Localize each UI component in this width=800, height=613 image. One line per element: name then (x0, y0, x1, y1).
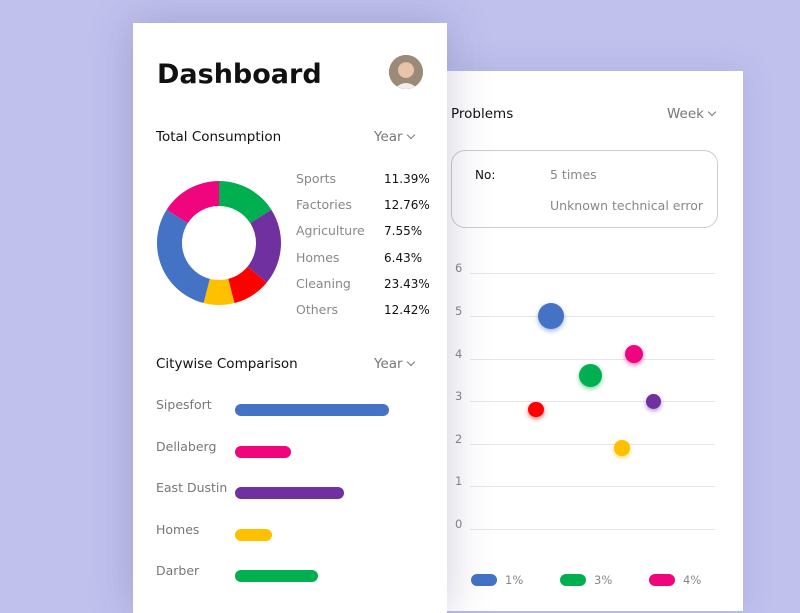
y-tick-label: 6 (455, 261, 463, 276)
donut-segment (219, 181, 272, 224)
gridline (470, 486, 715, 488)
legend-label: 1% (505, 573, 524, 587)
problems-period-select[interactable]: Week (667, 106, 717, 122)
legend-value: 12.42% (384, 303, 430, 317)
y-tick-label: 4 (455, 346, 463, 361)
legend-label: Homes (296, 249, 340, 265)
consumption-period-select[interactable]: Year (374, 129, 415, 145)
bubble-point (578, 364, 602, 388)
bubble-point (537, 302, 564, 330)
citywise-title: Citywise Comparison (156, 356, 298, 372)
legend-label: 4% (683, 573, 702, 587)
city-bar (235, 570, 319, 582)
y-tick-label: 3 (455, 389, 463, 404)
legend-label: Factories (296, 197, 352, 213)
citywise-period-select[interactable]: Year (374, 356, 415, 372)
problems-title: Problems (451, 106, 514, 122)
gridline (470, 273, 715, 275)
city-label: Sipesfort (156, 397, 212, 412)
legend-value: 12.76% (384, 198, 430, 213)
legend-value: 23.43% (384, 276, 430, 291)
user-avatar-icon (389, 55, 423, 89)
city-bar (235, 487, 344, 499)
legend-label: 3% (594, 573, 613, 587)
donut-segment (228, 266, 267, 304)
city-label: Darber (156, 563, 200, 578)
problems-card: Problems Week No: 5 times Unknown techni… (447, 71, 743, 611)
consumption-donut-chart (157, 181, 281, 305)
donut-segment (203, 278, 235, 305)
donut-segment (166, 181, 219, 224)
legend-swatch (649, 574, 675, 586)
bubble-chart: 0 1 2 3 4 5 6 (447, 261, 743, 541)
city-bar (235, 404, 389, 416)
period-label: Year (374, 356, 403, 372)
bubble-point (646, 393, 662, 409)
gridline (470, 358, 715, 360)
bubble-point (528, 402, 544, 418)
info-description: Unknown technical error (550, 198, 704, 213)
city-label: Homes (156, 521, 200, 537)
city-bar (235, 445, 291, 458)
city-label: East Dustin (156, 480, 228, 495)
legend-value: 11.39% (384, 172, 430, 186)
y-tick-label: 2 (455, 431, 463, 446)
y-tick-label: 5 (455, 304, 463, 318)
y-tick-label: 0 (455, 517, 463, 531)
donut-segment (157, 209, 210, 304)
legend-value: 7.55% (384, 224, 423, 239)
legend-value: 6.43% (384, 250, 423, 265)
info-count: 5 times (550, 167, 597, 182)
legend-label: Cleaning (296, 275, 351, 291)
chevron-down-icon (707, 107, 717, 117)
legend-swatch (560, 574, 586, 586)
legend-swatch (471, 574, 497, 586)
period-label: Year (374, 129, 403, 145)
donut-segment (247, 209, 281, 283)
y-tick-label: 1 (455, 474, 463, 489)
period-label: Week (667, 106, 704, 122)
consumption-title: Total Consumption (156, 129, 282, 145)
bubble-point (614, 440, 630, 456)
legend-label: Sports (296, 171, 337, 186)
legend-label: Agriculture (296, 223, 365, 239)
gridline (470, 529, 715, 530)
bubble-legend: 1% 3% 4% (471, 573, 731, 588)
page-title: Dashboard (157, 59, 322, 90)
gridline (470, 401, 715, 403)
legend-label: Others (296, 302, 339, 317)
chevron-down-icon (406, 130, 415, 140)
dashboard-card: Dashboard Total Consumption Year Citywis… (133, 23, 447, 613)
chevron-down-icon (406, 357, 415, 367)
problem-info-box: No: 5 times Unknown technical error (451, 150, 718, 228)
gridline (470, 443, 715, 445)
avatar[interactable] (389, 55, 423, 89)
gridline (470, 316, 715, 317)
bubble-point (625, 345, 644, 364)
info-label: No: (475, 168, 496, 182)
city-label: Dellaberg (156, 438, 217, 454)
city-bar (235, 528, 272, 541)
